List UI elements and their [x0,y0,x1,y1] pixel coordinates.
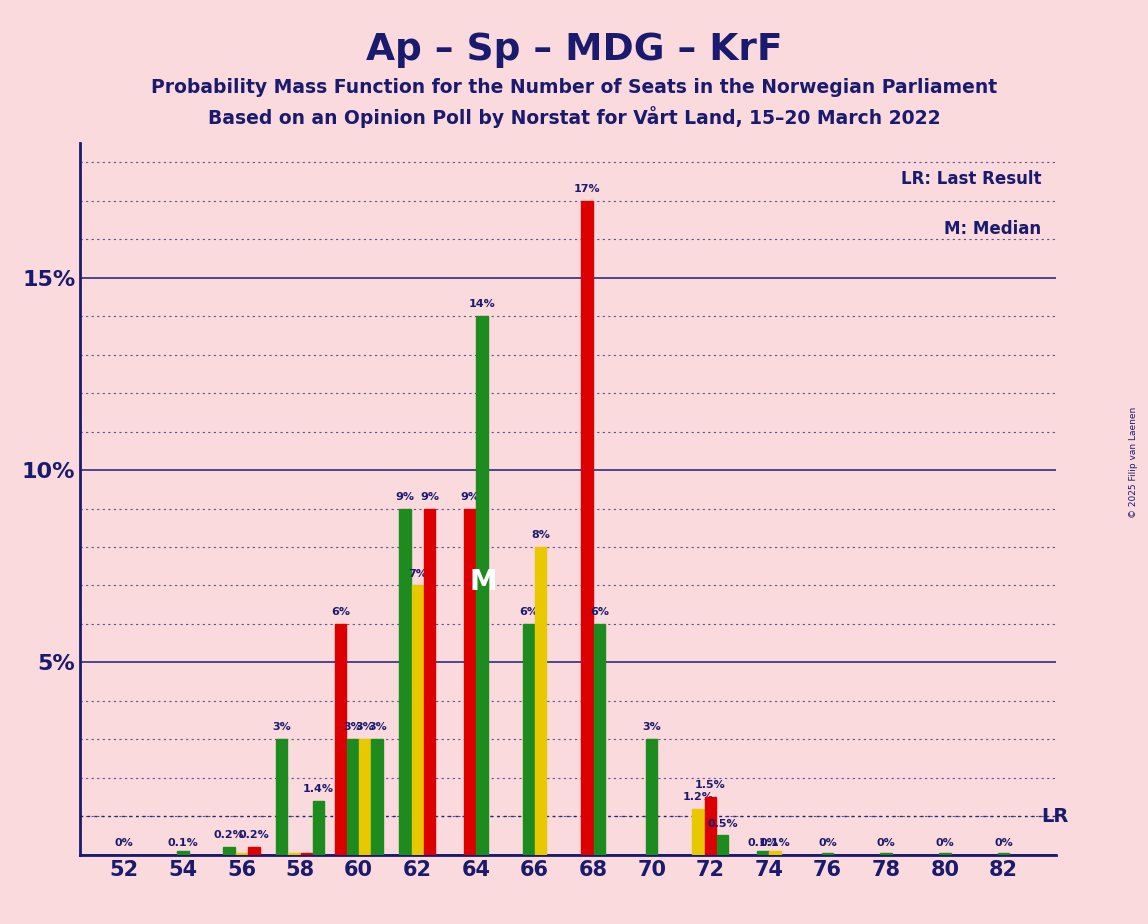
Text: 7%: 7% [408,568,427,578]
Text: © 2025 Filip van Laenen: © 2025 Filip van Laenen [1128,407,1138,517]
Bar [718,835,729,855]
Text: 3%: 3% [272,723,292,733]
Bar [705,797,716,855]
Text: 0.1%: 0.1% [747,838,778,848]
Bar [248,847,259,855]
Text: 0.1%: 0.1% [760,838,791,848]
Text: 1.2%: 1.2% [683,792,714,802]
Bar [692,808,704,855]
Bar [424,508,435,855]
Text: 9%: 9% [460,492,480,502]
Text: 14%: 14% [468,299,496,310]
Bar [400,508,411,855]
Bar [412,586,424,855]
Bar [646,739,658,855]
Bar [758,851,768,855]
Text: 6%: 6% [590,607,608,617]
Text: 3%: 3% [356,723,374,733]
Text: M: Median: M: Median [945,220,1041,238]
Text: 0%: 0% [994,838,1013,848]
Text: 6%: 6% [331,607,350,617]
Text: 0%: 0% [819,838,837,848]
Bar [881,853,892,855]
Bar [535,547,546,855]
Bar [177,851,188,855]
Text: 1.4%: 1.4% [303,784,334,794]
Text: 0%: 0% [936,838,954,848]
Bar [769,851,781,855]
Text: 0%: 0% [115,838,133,848]
Text: 3%: 3% [343,723,362,733]
Bar [276,739,287,855]
Bar [372,739,383,855]
Text: 9%: 9% [420,492,440,502]
Text: 3%: 3% [367,723,387,733]
Bar [594,624,605,855]
Bar [464,508,475,855]
Text: 17%: 17% [574,184,600,194]
Bar [359,739,371,855]
Bar [288,853,300,855]
Bar [822,853,833,855]
Bar [522,624,534,855]
Bar [939,853,951,855]
Bar [224,847,235,855]
Bar [581,201,592,855]
Text: 0.5%: 0.5% [707,819,738,829]
Text: 0.2%: 0.2% [239,830,270,840]
Text: 6%: 6% [519,607,538,617]
Bar [334,624,346,855]
Text: Based on an Opinion Poll by Norstat for Vårt Land, 15–20 March 2022: Based on an Opinion Poll by Norstat for … [208,106,940,128]
Text: 9%: 9% [396,492,414,502]
Bar [313,801,325,855]
Text: M: M [470,567,497,596]
Text: LR: Last Result: LR: Last Result [901,170,1041,188]
Text: 0.2%: 0.2% [214,830,245,840]
Text: Probability Mass Function for the Number of Seats in the Norwegian Parliament: Probability Mass Function for the Number… [150,78,998,97]
Text: 8%: 8% [532,530,550,541]
Bar [301,853,312,855]
Bar [476,316,488,855]
Text: 1.5%: 1.5% [695,780,726,790]
Text: 0.1%: 0.1% [168,838,199,848]
Text: 0%: 0% [877,838,895,848]
Bar [347,739,358,855]
Bar [235,853,247,855]
Text: Ap – Sp – MDG – KrF: Ap – Sp – MDG – KrF [366,32,782,68]
Text: LR: LR [1041,807,1069,826]
Bar [998,853,1009,855]
Text: 3%: 3% [643,723,661,733]
